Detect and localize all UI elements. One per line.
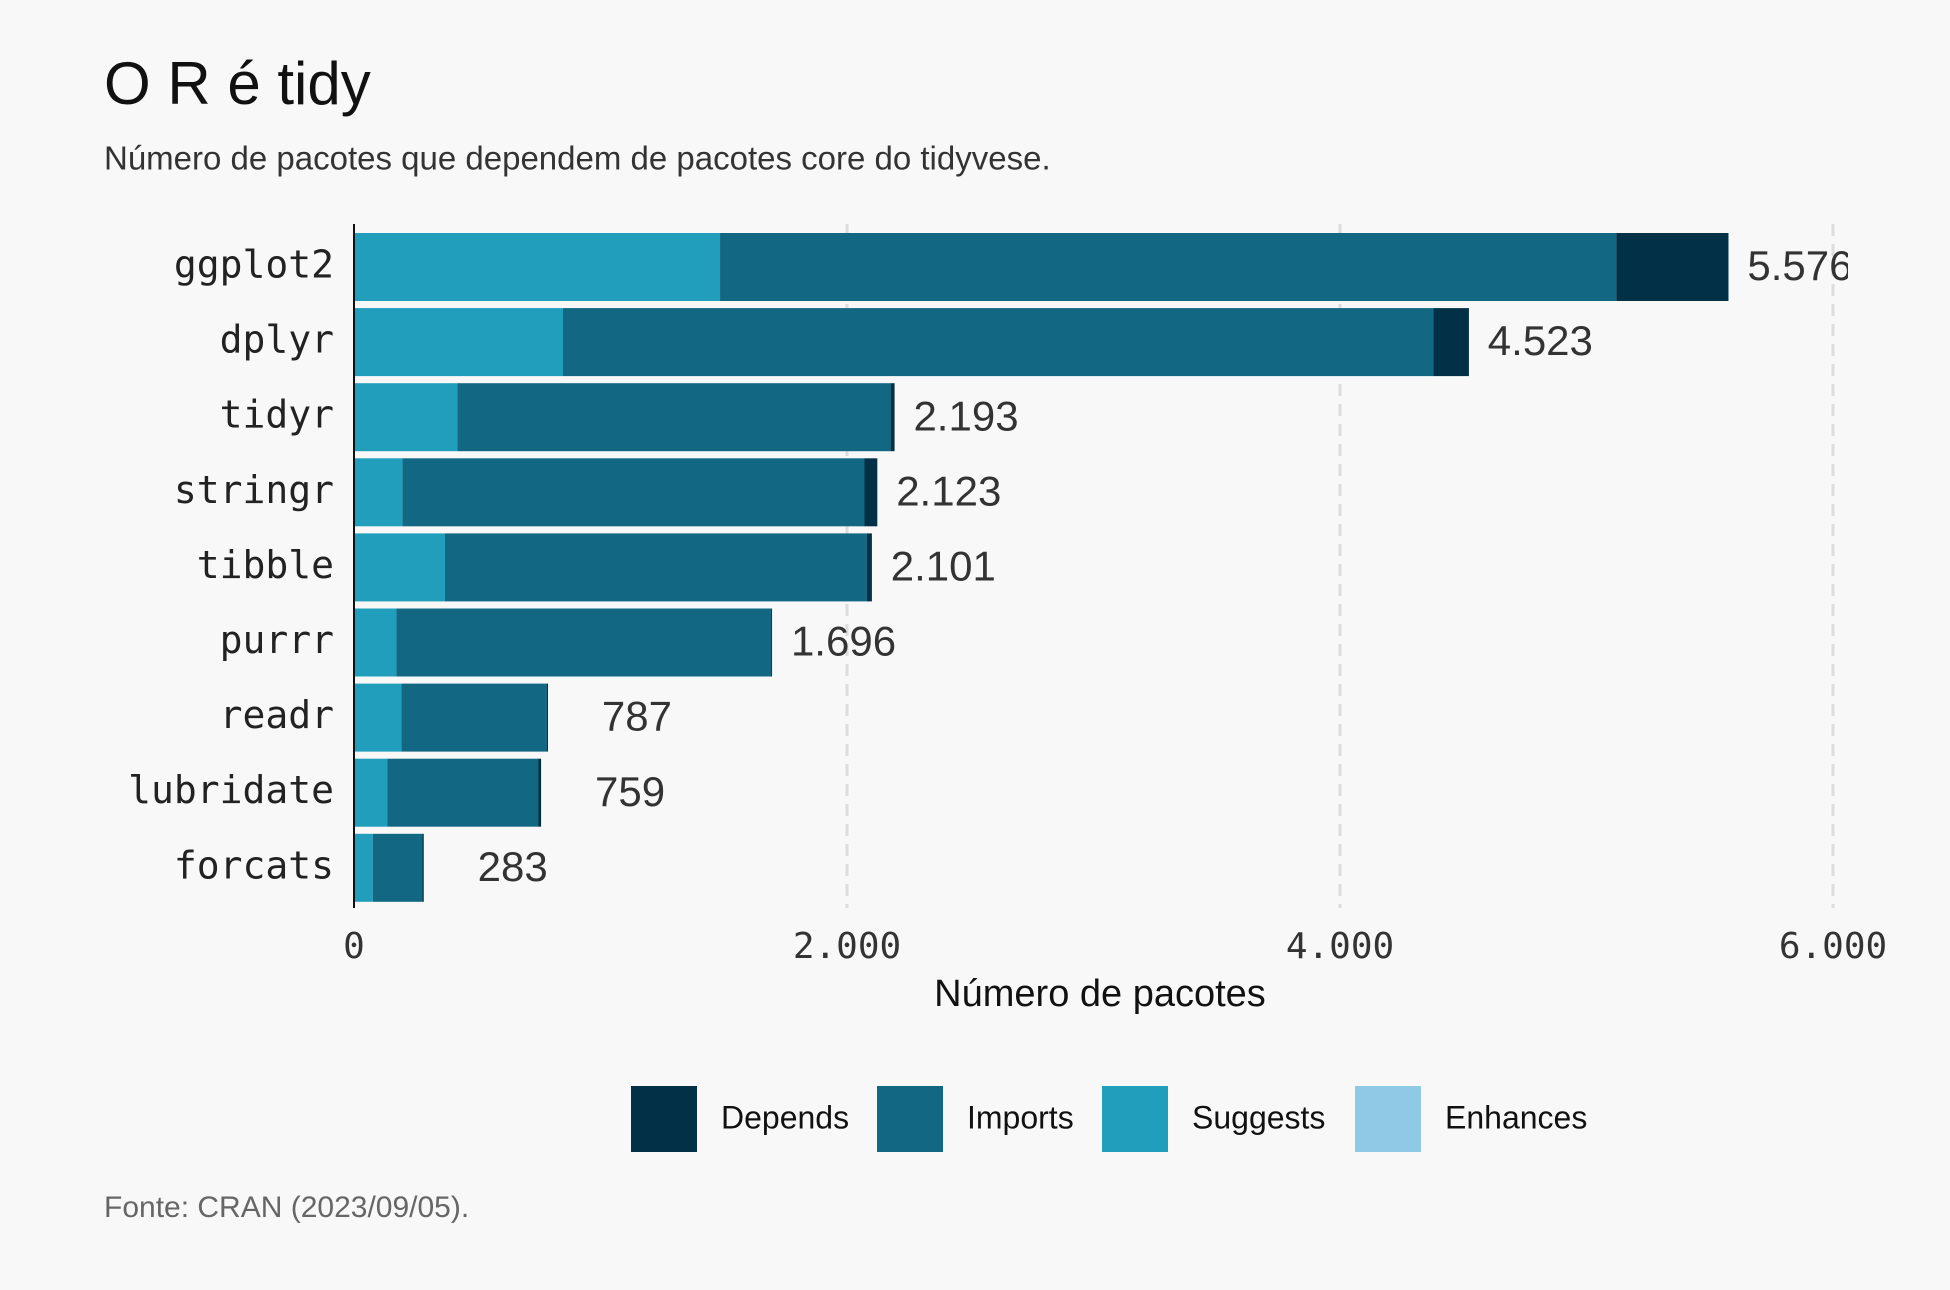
y-tick-label: dplyr [220,318,334,362]
y-tick-label: readr [220,693,334,737]
bar-segment [422,833,424,902]
bar-segment [387,758,539,827]
legend-label: Enhances [1445,1099,1587,1135]
x-tick-label: 6.000 [1779,926,1887,967]
total-label: 1.696 [791,618,896,665]
legend-swatch [1102,1086,1168,1152]
y-tick-label: lubridate [128,768,334,812]
bar-segment [1616,233,1729,301]
bar-segment [864,458,878,527]
bar-segment [354,833,373,902]
y-tick-label: ggplot2 [174,243,334,287]
bar-segment [372,833,423,902]
legend-swatch [631,1086,697,1152]
bar-segment [354,683,402,752]
chart-title: O R é tidy [104,50,371,117]
x-axis-title: Número de pacotes [934,973,1266,1015]
bar-segment [402,458,865,527]
bar-segment [396,608,772,677]
bar-segment [771,608,773,677]
bar-segment [890,383,895,452]
legend-label: Suggests [1192,1099,1325,1135]
total-label: 5.576 [1747,242,1852,289]
caption: Fonte: CRAN (2023/09/05). [104,1191,469,1224]
total-label: 2.193 [913,392,1018,439]
bar-segment [401,683,548,752]
bar-segment [1433,308,1469,377]
y-tick-label: tibble [197,543,334,587]
bar-segment [444,533,867,602]
y-tick-label: purrr [220,618,334,662]
bar-segment [563,308,1434,377]
legend-swatch [877,1086,943,1152]
bar-segment [457,383,891,452]
total-label: 4.523 [1488,317,1593,364]
x-tick-label: 0 [343,926,365,967]
total-label: 759 [595,768,665,815]
bar-segment [538,758,542,827]
total-label: 787 [602,693,672,740]
total-label: 2.101 [891,542,996,589]
bar-segment [547,683,548,752]
bar-segment [354,758,388,827]
bar-segment [354,308,564,377]
chart-subtitle: Número de pacotes que dependem de pacote… [104,140,1051,177]
legend-label: Depends [721,1099,849,1135]
plot-area: 5.576 4.523 2.193 2.123 2.101 1.696 787 759 283 [354,233,1852,902]
y-tick-label: tidyr [220,393,334,437]
bar-segment [354,608,397,677]
x-tick-label: 4.000 [1286,926,1394,967]
bar-segment [866,533,872,602]
x-tick-label: 2.000 [793,926,901,967]
bar-segment [354,533,445,602]
legend-label: Imports [967,1099,1074,1135]
bar-segment [354,383,458,452]
bar-segment [354,233,721,301]
legend-swatch [1355,1086,1421,1152]
bar-segment [354,458,403,527]
y-tick-label: stringr [174,468,334,512]
y-tick-label: forcats [174,843,334,887]
bar-segment [720,233,1617,301]
total-label: 2.123 [896,467,1001,514]
total-label: 283 [478,843,548,890]
